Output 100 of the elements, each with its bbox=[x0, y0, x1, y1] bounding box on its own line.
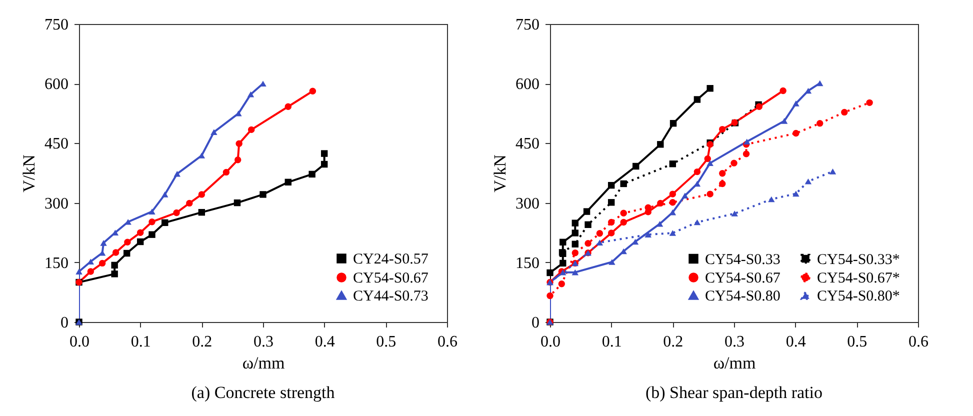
point bbox=[780, 87, 786, 94]
point bbox=[76, 268, 82, 274]
point bbox=[124, 238, 131, 246]
point bbox=[162, 219, 168, 226]
point bbox=[608, 182, 615, 189]
point bbox=[136, 238, 144, 246]
y-tick-label: 600 bbox=[516, 76, 540, 94]
point bbox=[309, 88, 316, 94]
x-tick-label: 0.5 bbox=[376, 334, 396, 350]
x-tick-label: 0.4 bbox=[786, 334, 806, 350]
y-tick-label: 450 bbox=[44, 136, 68, 153]
point bbox=[866, 99, 873, 106]
y-tick-label: 600 bbox=[44, 76, 68, 94]
point bbox=[572, 250, 578, 256]
point bbox=[148, 218, 156, 226]
point bbox=[572, 240, 578, 248]
point bbox=[558, 280, 566, 288]
point bbox=[173, 209, 180, 216]
point bbox=[572, 220, 578, 226]
x-tick-label: 0.1 bbox=[130, 334, 151, 350]
point bbox=[123, 250, 130, 257]
point bbox=[584, 240, 592, 247]
point bbox=[804, 88, 812, 94]
point bbox=[583, 208, 590, 215]
point bbox=[308, 170, 316, 178]
point bbox=[572, 269, 578, 276]
point bbox=[596, 240, 604, 246]
point bbox=[792, 190, 800, 197]
y-tick-label: 150 bbox=[516, 254, 540, 272]
y-tick-label: 450 bbox=[516, 136, 540, 153]
point bbox=[792, 130, 800, 137]
y-tick-label: 150 bbox=[44, 254, 68, 272]
point bbox=[596, 230, 604, 237]
point bbox=[730, 160, 738, 166]
x-tick-label: 0.2 bbox=[192, 334, 212, 350]
point bbox=[320, 150, 328, 157]
point bbox=[148, 208, 156, 214]
x-axis-title: ω/mm bbox=[713, 354, 756, 372]
point bbox=[260, 191, 266, 198]
point bbox=[644, 204, 652, 211]
point bbox=[162, 192, 168, 198]
point bbox=[669, 209, 676, 216]
point bbox=[111, 262, 118, 269]
point bbox=[620, 218, 627, 226]
point bbox=[198, 208, 206, 216]
point bbox=[706, 85, 714, 92]
x-tick-label: 0.5 bbox=[847, 334, 868, 350]
legend-label: CY54-S0.33* bbox=[817, 252, 900, 268]
y-tick-label: 300 bbox=[516, 195, 540, 212]
point bbox=[620, 180, 627, 188]
point bbox=[704, 155, 711, 162]
point bbox=[222, 168, 230, 176]
point bbox=[841, 108, 848, 116]
x-tick-label: 0.3 bbox=[724, 334, 744, 350]
point bbox=[656, 220, 664, 227]
point bbox=[608, 199, 615, 206]
point bbox=[210, 129, 218, 135]
y-axis-title: V/kN bbox=[20, 154, 38, 192]
point bbox=[546, 269, 554, 276]
legend-label: CY24-S0.57 bbox=[353, 252, 429, 268]
y-axis-title: V/kN bbox=[490, 154, 510, 192]
point bbox=[669, 160, 676, 168]
x-tick-label: 0.2 bbox=[663, 334, 684, 350]
point bbox=[632, 162, 640, 170]
legend-label: CY54-S0.80 bbox=[705, 288, 780, 304]
point bbox=[124, 218, 132, 225]
point bbox=[584, 221, 592, 228]
point bbox=[320, 160, 328, 168]
point bbox=[657, 141, 664, 148]
point bbox=[100, 240, 107, 246]
y-tick-label: 750 bbox=[44, 16, 68, 34]
point bbox=[816, 120, 824, 127]
x-tick-label: 0.0 bbox=[540, 334, 560, 350]
x-tick-label: 0.0 bbox=[70, 334, 90, 350]
point bbox=[148, 231, 156, 238]
point bbox=[284, 103, 292, 110]
y-tick-label: 750 bbox=[516, 16, 540, 34]
point bbox=[136, 229, 144, 236]
point bbox=[694, 96, 701, 103]
point bbox=[98, 260, 106, 267]
y-tick-label: 300 bbox=[44, 195, 68, 212]
point bbox=[186, 200, 193, 207]
point bbox=[98, 250, 106, 256]
point bbox=[235, 110, 242, 116]
point bbox=[744, 138, 750, 145]
point bbox=[608, 259, 616, 265]
point bbox=[608, 218, 615, 226]
point bbox=[260, 80, 266, 87]
x-tick-label: 0.6 bbox=[908, 334, 928, 350]
point bbox=[657, 200, 664, 207]
point bbox=[669, 199, 676, 206]
point bbox=[174, 170, 180, 177]
point bbox=[669, 230, 676, 236]
legend-label: CY54-S0.33 bbox=[705, 252, 780, 268]
point bbox=[248, 126, 255, 134]
point bbox=[829, 168, 836, 174]
point bbox=[731, 210, 738, 216]
point bbox=[669, 190, 676, 198]
point bbox=[718, 170, 726, 177]
x-axis-title: ω/mm bbox=[242, 354, 285, 372]
